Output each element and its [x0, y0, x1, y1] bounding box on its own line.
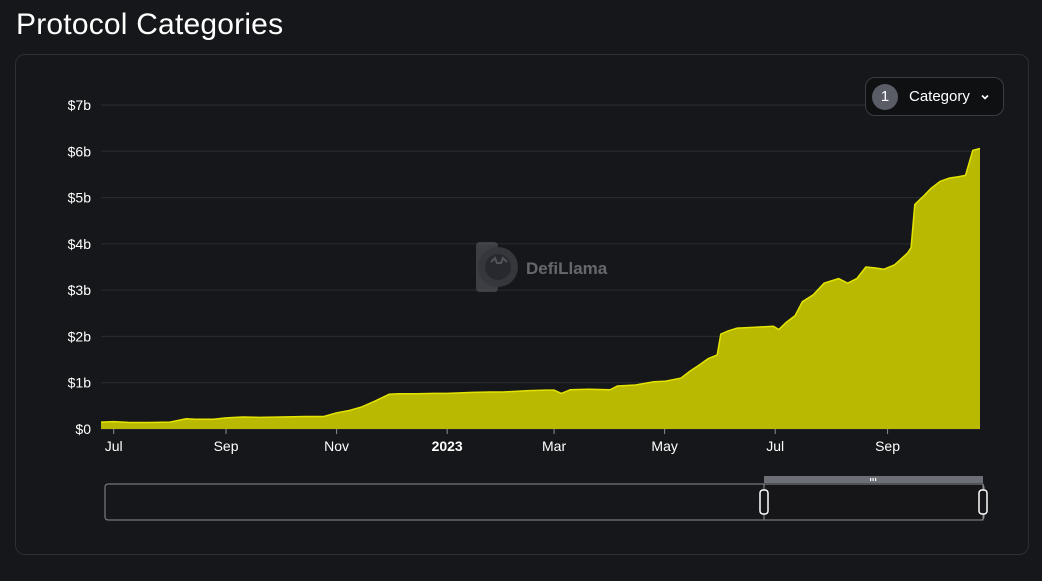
page-title: Protocol Categories	[16, 8, 284, 41]
x-tick-label: May	[651, 438, 677, 454]
x-tick-label: Jul	[105, 438, 123, 454]
y-tick-label: $4b	[68, 236, 92, 252]
slider-grip-icon[interactable]	[870, 478, 877, 481]
slider-left-handle[interactable]	[759, 489, 769, 515]
chevron-down-icon	[981, 94, 989, 100]
series-line	[100, 147, 981, 424]
y-tick-label: $3b	[68, 282, 92, 298]
x-axis-ticks: Jul Sep Nov 2023 Mar May Jul Sep	[105, 429, 900, 454]
y-tick-label: $1b	[68, 375, 92, 391]
y-tick-label: $7b	[68, 97, 92, 113]
range-slider[interactable]	[104, 476, 988, 521]
series-area	[101, 148, 980, 429]
y-tick-label: $0	[75, 421, 91, 437]
x-tick-label: Jul	[766, 438, 784, 454]
category-dropdown-button[interactable]: 1 Category	[865, 77, 1004, 116]
slider-window[interactable]	[763, 483, 984, 521]
watermark: DefiLlama	[476, 242, 608, 292]
x-tick-label: Sep	[214, 438, 239, 454]
y-tick-label: $5b	[68, 190, 92, 206]
slider-right-handle[interactable]	[978, 489, 988, 515]
llama-logo	[476, 242, 518, 292]
x-tick-label: Nov	[324, 438, 349, 454]
category-count-badge: 1	[872, 83, 898, 110]
y-axis-ticks: $0 $1b $2b $3b $4b $5b $6b $7b	[68, 97, 92, 437]
x-tick-label: Mar	[542, 438, 566, 454]
y-tick-label: $2b	[68, 328, 92, 344]
watermark-text: DefiLlama	[526, 259, 608, 278]
y-tick-label: $6b	[68, 143, 92, 159]
x-tick-label: Sep	[875, 438, 900, 454]
x-tick-label: 2023	[432, 438, 463, 454]
category-button-label: Category	[909, 88, 970, 105]
